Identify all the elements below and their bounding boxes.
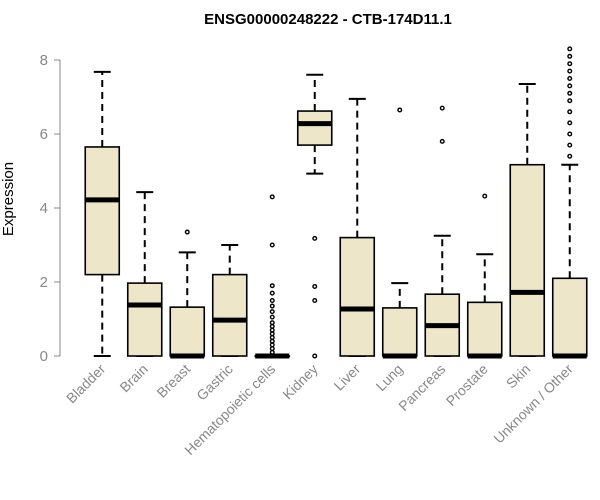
box-bladder (84, 70, 121, 357)
outlier-point (567, 109, 573, 115)
outlier-point (269, 290, 275, 296)
y-axis: 0 2 4 6 8 (40, 52, 61, 365)
box-body (211, 273, 248, 357)
outlier-point (269, 320, 275, 326)
y-tick-label: 0 (40, 348, 48, 365)
box-body (509, 163, 546, 357)
box-gastric (211, 244, 248, 357)
box-body (126, 282, 163, 357)
x-tick-label: Skin (503, 361, 534, 392)
x-tick-label: Unknown / Other (490, 361, 576, 447)
y-tick-label: 6 (40, 126, 48, 143)
boxes (84, 46, 588, 359)
outlier-point (567, 83, 573, 89)
y-tick-label: 8 (40, 52, 48, 69)
x-tick-label: Breast (153, 361, 193, 401)
box-pancreas (424, 105, 461, 357)
outlier-point (439, 105, 445, 111)
outlier-point (567, 53, 573, 59)
outlier-point (567, 90, 573, 96)
box-liver (339, 97, 376, 357)
box-body (296, 110, 333, 146)
outlier-point (567, 61, 573, 67)
outlier-point (269, 298, 275, 304)
outlier-point (312, 353, 318, 359)
x-tick-label: Pancreas (395, 361, 448, 414)
box-hematopoietic-cells (254, 194, 291, 359)
outlier-point (269, 194, 275, 200)
box-body (169, 306, 206, 357)
x-tick-label: Liver (331, 361, 364, 394)
box-brain (126, 191, 163, 357)
outlier-point (567, 75, 573, 81)
outlier-point (567, 142, 573, 148)
x-tick-label: Prostate (443, 361, 491, 409)
box-kidney (296, 73, 333, 359)
outlier-point (567, 98, 573, 104)
outlier-point (482, 193, 488, 199)
outlier-point (269, 314, 275, 320)
outlier-point (269, 309, 275, 315)
y-tick-label: 4 (40, 200, 48, 217)
outlier-point (567, 46, 573, 52)
outlier-point (567, 131, 573, 137)
outlier-point (312, 235, 318, 241)
box-prostate (466, 193, 503, 359)
box-lung (381, 107, 418, 359)
outlier-point (269, 242, 275, 248)
outlier-point (567, 68, 573, 74)
box-breast (169, 229, 206, 359)
outlier-point (439, 138, 445, 144)
x-tick-label: Kidney (279, 361, 321, 403)
outlier-point (269, 283, 275, 289)
y-tick-label: 2 (40, 274, 48, 291)
x-tick-label: Brain (116, 361, 150, 395)
outlier-point (312, 298, 318, 304)
outlier-point (312, 283, 318, 289)
box-body (551, 277, 588, 357)
outlier-point (397, 107, 403, 113)
box-unknown-other (551, 46, 588, 359)
outlier-point (269, 303, 275, 309)
box-body (466, 301, 503, 357)
chart-title: ENSG00000248222 - CTB-174D11.1 (204, 11, 452, 28)
outlier-point (567, 120, 573, 126)
outlier-point (184, 229, 190, 235)
x-tick-label: Bladder (63, 361, 109, 407)
box-body (339, 236, 376, 357)
box-body (84, 146, 121, 276)
box-skin (509, 83, 546, 357)
x-tick-label: Lung (373, 361, 406, 394)
y-axis-label: Expression (0, 162, 17, 236)
box-body (381, 307, 418, 357)
outlier-point (567, 153, 573, 159)
